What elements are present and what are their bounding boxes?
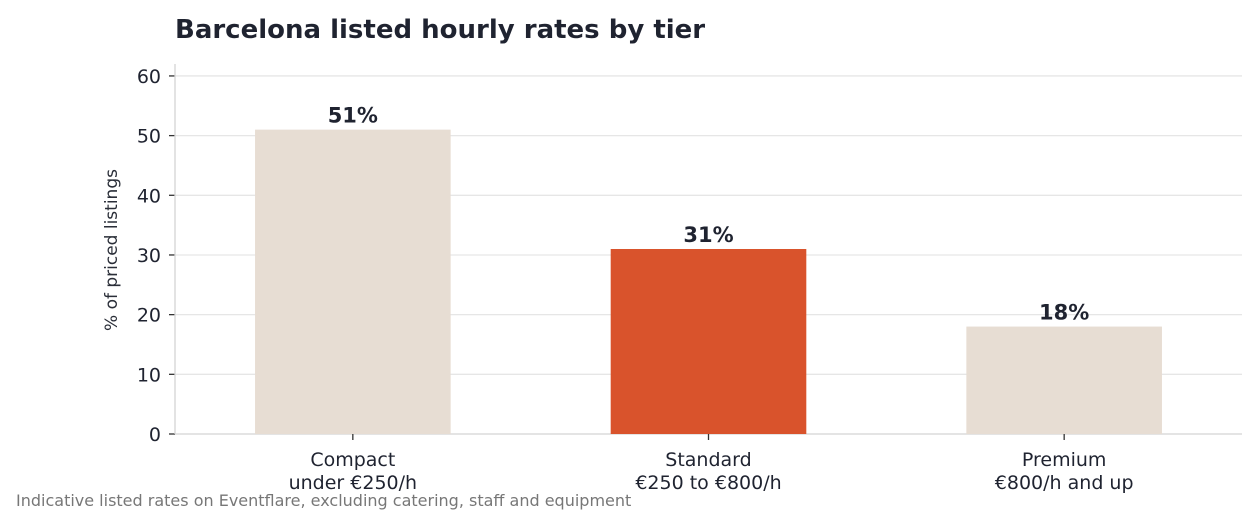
y-tick-label: 50 [137, 126, 161, 148]
bar [966, 326, 1162, 434]
bars [255, 129, 1162, 435]
y-tick-label: 0 [149, 424, 161, 446]
y-tick-label: 10 [137, 364, 161, 386]
category-label: Compact under €250/h [289, 449, 417, 494]
chart-title: Barcelona listed hourly rates by tier [175, 15, 705, 45]
category-label: Premium €800/h and up [995, 449, 1134, 494]
bar [255, 129, 451, 435]
y-tick-label: 30 [137, 245, 161, 267]
footnote: Indicative listed rates on Eventflare, e… [16, 491, 631, 510]
data-label: 31% [683, 223, 733, 247]
y-tick-label: 40 [137, 185, 161, 207]
labels: 0 10 20 30 40 50 60 51% Compact under €250/h 31% St… [137, 66, 1134, 494]
y-tick-label: 60 [137, 66, 161, 88]
category-label: Standard €250 to €800/h [635, 449, 781, 494]
data-label: 51% [328, 104, 378, 128]
data-label: 18% [1039, 301, 1089, 325]
bar [610, 249, 807, 434]
y-tick-label: 20 [137, 305, 161, 327]
y-axis-label: % of priced listings [102, 169, 122, 331]
